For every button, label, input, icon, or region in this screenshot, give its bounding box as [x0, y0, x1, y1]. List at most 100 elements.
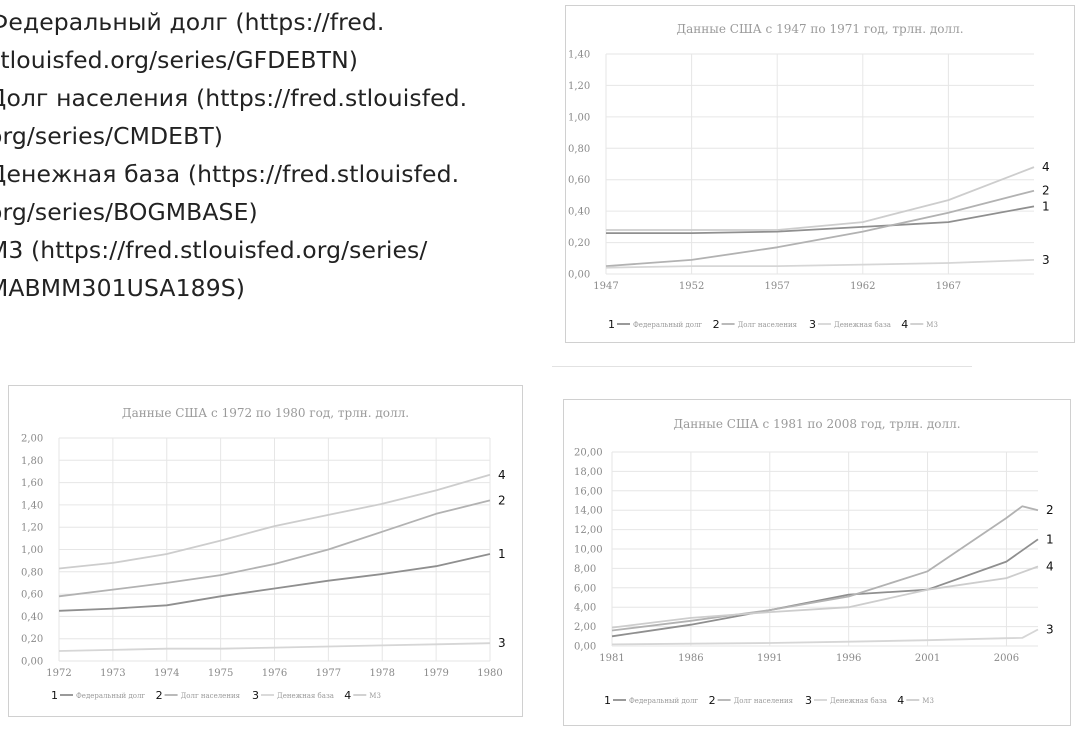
x-tick-label: 1980 — [477, 668, 502, 679]
legend-label: Денежная база — [277, 692, 334, 700]
series-line — [611, 538, 1039, 638]
y-tick-label: 16,00 — [574, 486, 603, 497]
chart-1947-1971: Данные США с 1947 по 1971 год, трлн. дол… — [565, 5, 1075, 343]
series-line — [605, 189, 1035, 267]
source-line: MABMM301USA189S) — [0, 274, 246, 302]
y-tick-label: 1,80 — [21, 456, 43, 467]
legend-label: M3 — [369, 692, 381, 700]
y-tick-label: 10,00 — [574, 545, 603, 556]
legend-number: 4 — [901, 318, 908, 331]
y-tick-label: 0,00 — [568, 270, 590, 281]
x-tick-label: 1975 — [208, 668, 233, 679]
series-end-label: 4 — [498, 468, 506, 482]
chart-title: Данные США с 1947 по 1971 год, трлн. дол… — [676, 22, 963, 36]
y-tick-label: 14,00 — [574, 506, 603, 517]
source-line: Федеральный долг (https://fred. — [0, 8, 385, 36]
x-tick-label: 1986 — [678, 653, 703, 664]
legend-label: Федеральный долг — [629, 697, 698, 705]
x-tick-label: 1972 — [46, 668, 71, 679]
chart-title: Данные США с 1972 по 1980 год, трлн. дол… — [122, 406, 409, 420]
legend-label: M3 — [922, 697, 934, 705]
source-line: Долг населения (https://fred.stlouisfed. — [0, 84, 468, 112]
legend-label: Долг населения — [738, 321, 798, 329]
legend-label: Денежная база — [830, 697, 887, 705]
x-tick-label: 1978 — [370, 668, 395, 679]
y-tick-label: 1,20 — [568, 81, 590, 92]
y-tick-label: 0,20 — [21, 634, 43, 645]
y-tick-label: 0,00 — [574, 642, 596, 653]
y-tick-label: 1,00 — [568, 112, 590, 123]
legend-number: 4 — [897, 694, 904, 707]
source-line: org/series/BOGMBASE) — [0, 198, 258, 226]
legend-number: 1 — [608, 318, 615, 331]
legend-label: Долг населения — [181, 692, 241, 700]
series-line — [58, 553, 491, 612]
source-line: M3 (https://fred.stlouisfed.org/series/ — [0, 236, 428, 264]
series-line — [605, 259, 1035, 269]
y-tick-label: 1,20 — [21, 523, 43, 534]
series-end-label: 1 — [498, 547, 506, 561]
series-end-label: 4 — [1046, 559, 1054, 573]
x-tick-label: 1973 — [100, 668, 125, 679]
x-tick-label: 1977 — [316, 668, 341, 679]
legend-number: 3 — [809, 318, 816, 331]
x-tick-label: 1962 — [850, 281, 875, 292]
legend-label: Федеральный долг — [76, 692, 145, 700]
y-tick-label: 4,00 — [574, 603, 596, 614]
chart-title: Данные США с 1981 по 2008 год, трлн. дол… — [673, 417, 960, 431]
x-tick-label: 1996 — [836, 653, 861, 664]
x-tick-label: 1976 — [262, 668, 287, 679]
x-tick-label: 1947 — [593, 281, 618, 292]
series-end-label: 2 — [1046, 503, 1054, 517]
series-line — [58, 642, 491, 652]
y-tick-label: 20,00 — [574, 448, 603, 459]
series-line — [606, 166, 1035, 231]
series-line — [58, 473, 491, 570]
divider — [552, 366, 972, 367]
y-tick-label: 0,40 — [568, 207, 590, 218]
legend-number: 3 — [805, 694, 812, 707]
x-tick-label: 1991 — [757, 653, 782, 664]
x-tick-label: 1967 — [936, 281, 961, 292]
series-end-label: 3 — [1046, 623, 1054, 637]
y-tick-label: 1,60 — [21, 478, 43, 489]
legend-label: Денежная база — [834, 321, 891, 329]
source-line: stlouisfed.org/series/GFDEBTN) — [0, 46, 359, 74]
legend-label: Федеральный долг — [633, 321, 702, 329]
x-tick-label: 2006 — [994, 653, 1019, 664]
series-line — [611, 505, 1039, 632]
chart-1972-1980: Данные США с 1972 по 1980 год, трлн. дол… — [8, 385, 523, 717]
legend-number: 2 — [713, 318, 720, 331]
y-tick-label: 12,00 — [574, 525, 603, 536]
series-end-label: 1 — [1042, 199, 1050, 213]
x-tick-label: 2001 — [915, 653, 940, 664]
chart-svg: Данные США с 1981 по 2008 год, трлн. дол… — [574, 417, 1054, 707]
chart-legend: 1 Федеральный долг 2 Долг населения 3 Денежна… — [604, 694, 934, 707]
x-tick-label: 1957 — [764, 281, 789, 292]
y-tick-label: 8,00 — [574, 564, 596, 575]
series-end-label: 3 — [498, 636, 506, 650]
chart-svg: Данные США с 1947 по 1971 год, трлн. дол… — [568, 22, 1050, 331]
y-tick-label: 0,80 — [21, 567, 43, 578]
source-list: Федеральный долг (https://fred. stlouisf… — [0, 0, 520, 350]
y-tick-label: 6,00 — [574, 583, 596, 594]
x-tick-label: 1974 — [154, 668, 179, 679]
x-tick-label: 1979 — [423, 668, 448, 679]
chart-svg: Данные США с 1972 по 1980 год, трлн. дол… — [21, 406, 506, 702]
legend-number: 1 — [604, 694, 611, 707]
chart-legend: 1 Федеральный долг 2 Долг населения 3 Денежна… — [608, 318, 938, 331]
legend-number: 2 — [709, 694, 716, 707]
y-tick-label: 0,00 — [21, 657, 43, 668]
legend-number: 4 — [344, 689, 351, 702]
y-tick-label: 2,00 — [21, 434, 43, 445]
x-tick-label: 1952 — [679, 281, 704, 292]
y-tick-label: 1,40 — [21, 500, 43, 511]
chart-1981-2008: Данные США с 1981 по 2008 год, трлн. дол… — [563, 399, 1071, 726]
y-tick-label: 2,00 — [574, 622, 596, 633]
y-tick-label: 0,80 — [568, 144, 590, 155]
legend-number: 2 — [156, 689, 163, 702]
legend-label: M3 — [926, 321, 938, 329]
y-tick-label: 18,00 — [574, 467, 603, 478]
y-tick-label: 0,60 — [568, 175, 590, 186]
y-tick-label: 0,40 — [21, 612, 43, 623]
